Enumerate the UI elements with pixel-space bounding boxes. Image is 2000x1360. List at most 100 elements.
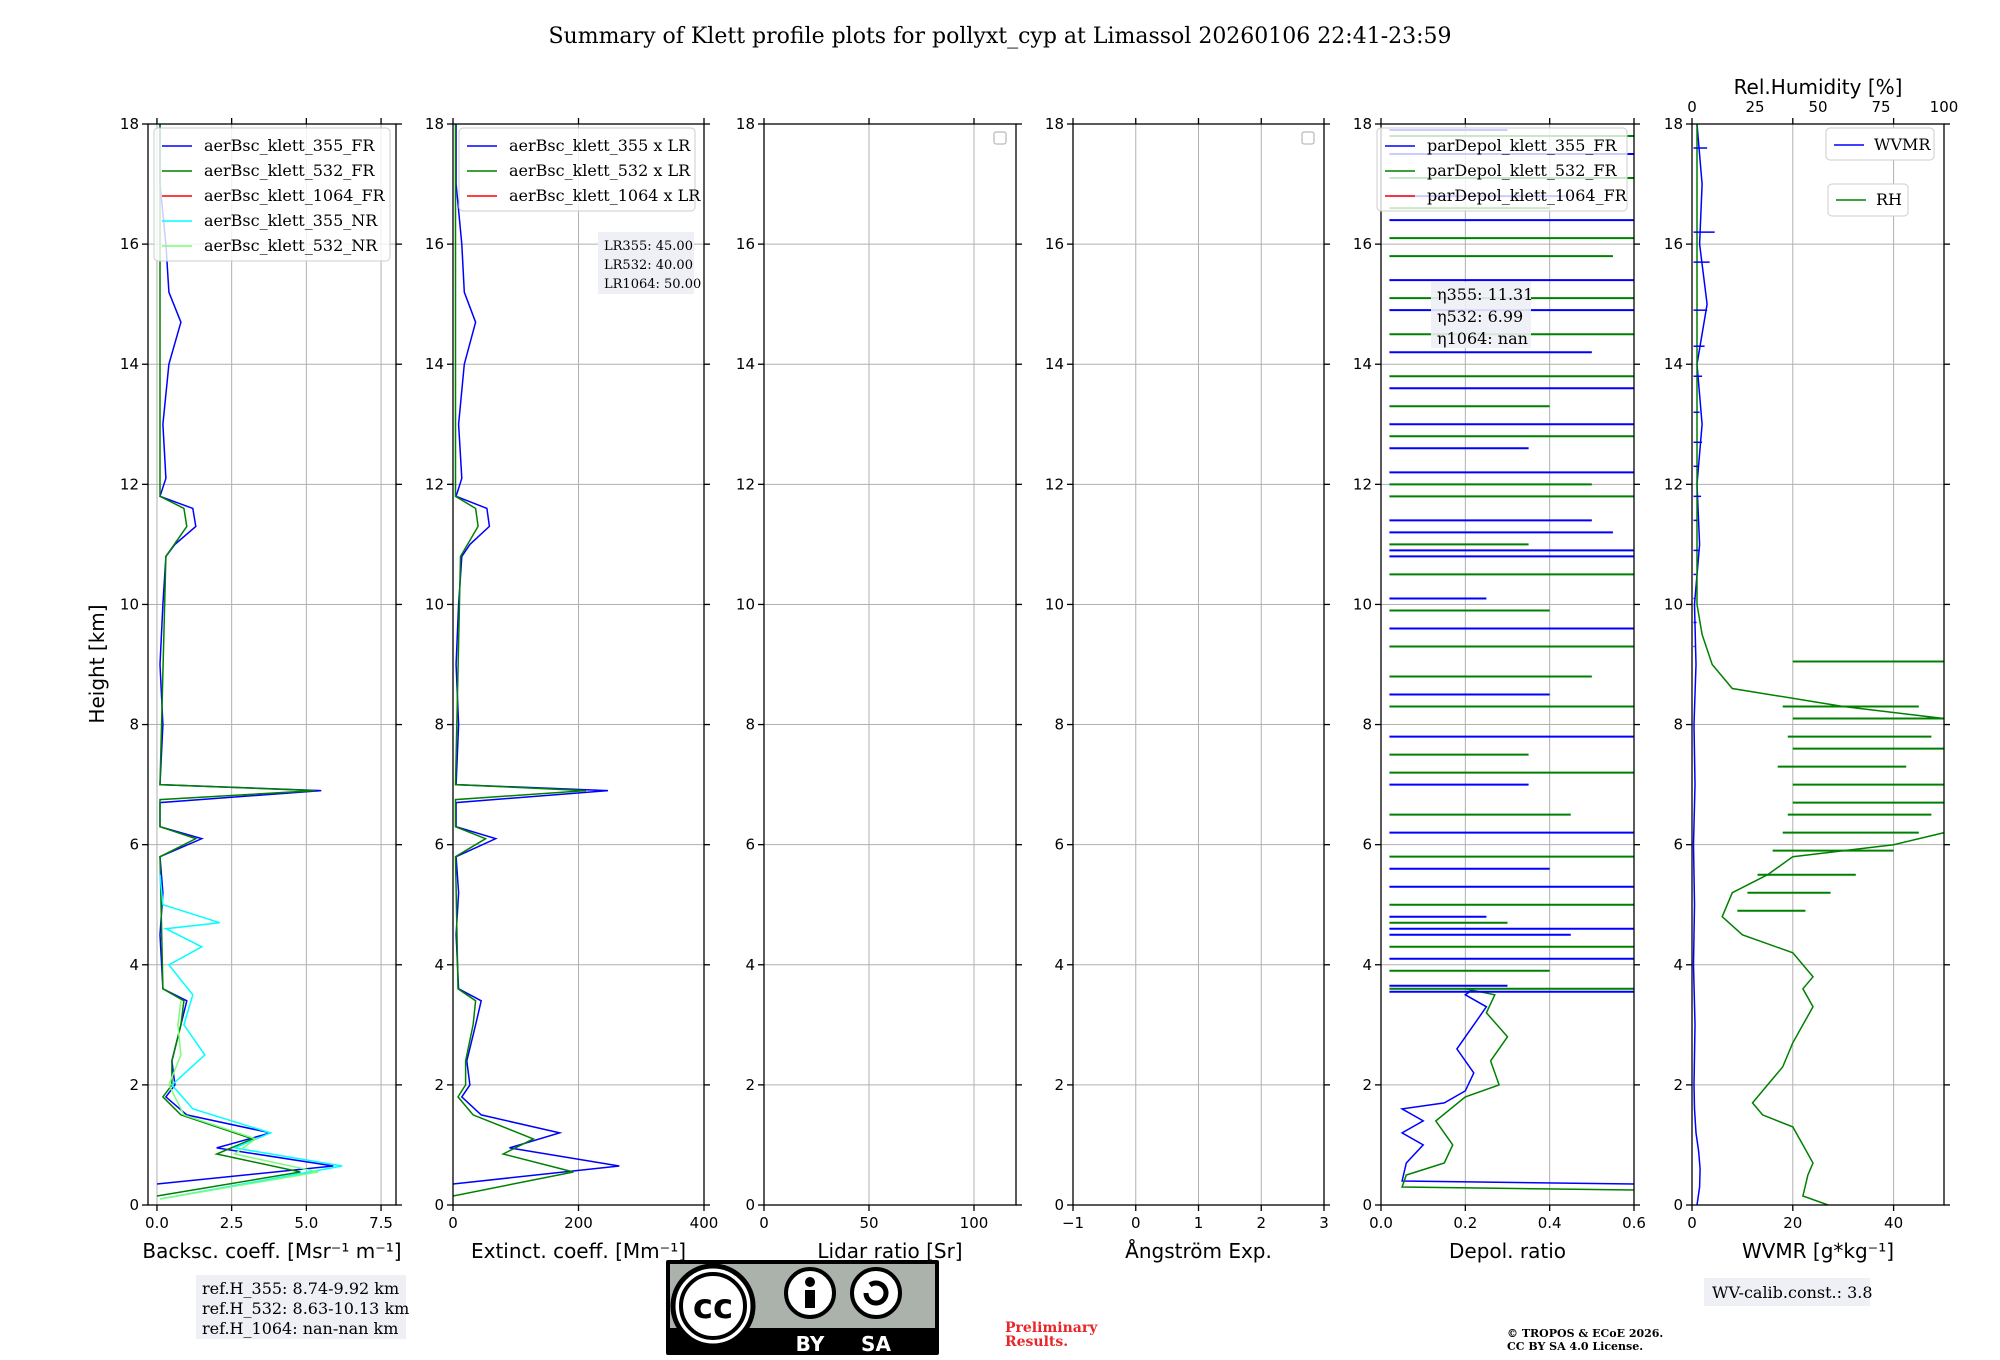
wv-calib-text: WV-calib.const.: 3.8 (1712, 1283, 1873, 1302)
x-tick-label: 200 (564, 1214, 593, 1232)
lidar-ratio-value: LR532: 40.00 (604, 258, 693, 273)
x-tick-label: 7.5 (369, 1214, 393, 1232)
cc-by-sa-icon: cc BY SA (666, 1260, 939, 1356)
legend: aerBsc_klett_355_FR aerBsc_klett_532_FRae… (153, 127, 391, 262)
y-tick-label: 2 (1362, 1076, 1372, 1094)
legend-box (153, 127, 391, 262)
preliminary-line-1: Preliminary (1005, 1320, 1098, 1336)
y-axis-label: Height [km] (85, 604, 109, 723)
legend-label: aerBsc_klett_1064_FR (204, 186, 386, 205)
y-tick-label: 4 (1362, 956, 1372, 974)
ref-height-1064: ref.H_1064: nan-nan km (202, 1319, 398, 1338)
series-group (453, 124, 620, 1197)
legend: WVMR RH (1825, 127, 1935, 217)
y-tick-label: 4 (1673, 956, 1683, 974)
x-tick-label: 0.4 (1538, 1214, 1562, 1232)
legend: aerBsc_klett_355 x LR aerBsc_klett_532 x … (458, 127, 701, 212)
y-tick-label: 6 (1362, 836, 1372, 854)
figure-title: Summary of Klett profile plots for polly… (548, 24, 1451, 49)
x-axis-label: Ångström Exp. (1125, 1239, 1272, 1263)
sa-label: SA (861, 1332, 891, 1356)
legend-label: RH (1876, 190, 1902, 209)
x-tick-label: 1 (1194, 1214, 1204, 1232)
x-tick-label: 5.0 (294, 1214, 318, 1232)
y-tick-label: 0 (129, 1196, 139, 1214)
eta-bg (1431, 282, 1531, 348)
legend-label: aerBsc_klett_1064 x LR (509, 186, 701, 205)
y-tick-label: 14 (425, 355, 444, 373)
legend-label: WVMR (1874, 135, 1931, 154)
x-tick-label: −1 (1062, 1214, 1084, 1232)
by-body (805, 1290, 815, 1308)
legend-box (1376, 127, 1628, 212)
ref-heights-bg (196, 1275, 406, 1339)
x-tick-label: 0.0 (145, 1214, 169, 1232)
y-tick-label: 8 (1673, 716, 1683, 734)
y-tick-label: 6 (1054, 836, 1064, 854)
x-tick-label: 3 (1319, 1214, 1329, 1232)
y-tick-label: 8 (1362, 716, 1372, 734)
y-tick-label: 16 (1045, 235, 1064, 253)
legend-label: aerBsc_klett_532 x LR (509, 161, 691, 180)
ref-height-532: ref.H_532: 8.63-10.13 km (202, 1299, 409, 1318)
y-tick-label: 2 (1673, 1076, 1683, 1094)
y-tick-label: 18 (1353, 115, 1372, 133)
eta-value: η355: 11.31 (1437, 285, 1533, 304)
y-tick-label: 10 (1045, 595, 1064, 613)
by-head (805, 1277, 815, 1287)
y-tick-label: 12 (1664, 475, 1683, 493)
by-label: BY (796, 1332, 825, 1356)
y-tick-label: 0 (1054, 1196, 1064, 1214)
series-line (156, 124, 316, 1197)
copyright-line-1: © TROPOS & ECoE 2026. (1507, 1327, 1663, 1340)
y-tick-label: 0 (1362, 1196, 1372, 1214)
legend-label: aerBsc_klett_355_FR (204, 136, 375, 155)
y-tick-label: 16 (1664, 235, 1683, 253)
y-tick-label: 16 (425, 235, 444, 253)
legend-label: parDepol_klett_355_FR (1427, 136, 1618, 155)
lidar-ratio-box: LR355: 45.00 LR532: 40.00 LR1064: 50.00 (598, 232, 701, 294)
top-tick-label: 100 (1930, 98, 1959, 116)
y-tick-label: 12 (1353, 475, 1372, 493)
axes-frame (1072, 123, 1325, 1206)
legend-label: aerBsc_klett_532_NR (204, 236, 378, 255)
wv-calib-box: WV-calib.const.: 3.8 (1704, 1278, 1873, 1306)
panel-backscatter: 0.0 2.5 5.0 7.5 0 2 4 6 8 10 12 14 16 18 Backsc. coeff… (85, 115, 402, 1263)
y-tick-label: 18 (1664, 115, 1683, 133)
x-tick-label: 2.5 (220, 1214, 244, 1232)
lidar-ratio-value: LR1064: 50.00 (604, 277, 701, 292)
y-tick-label: 0 (434, 1196, 444, 1214)
y-tick-label: 14 (736, 355, 755, 373)
top-tick-label: 25 (1745, 98, 1764, 116)
series-line (453, 124, 587, 1197)
x-tick-label: 0.6 (1622, 1214, 1646, 1232)
legend-box-wvmr (1825, 127, 1935, 161)
y-tick-label: 18 (736, 115, 755, 133)
y-tick-label: 14 (1045, 355, 1064, 373)
y-tick-label: 4 (1054, 956, 1064, 974)
x-tick-label: 20 (1783, 1214, 1802, 1232)
y-tick-label: 10 (1664, 595, 1683, 613)
y-tick-label: 8 (434, 716, 444, 734)
series-line (1399, 988, 1634, 1185)
axes-frame (1691, 123, 1945, 1206)
x-tick-label: 0 (448, 1214, 458, 1232)
axes-frame (147, 123, 397, 1206)
x-tick-label: 100 (960, 1214, 989, 1232)
y-tick-label: 6 (745, 836, 755, 854)
x-axis-label: Backsc. coeff. [Msr⁻¹ m⁻¹] (142, 1239, 401, 1263)
x-tick-label: 0 (1131, 1214, 1141, 1232)
series-line (159, 874, 343, 1200)
y-tick-label: 4 (129, 956, 139, 974)
y-tick-label: 0 (1673, 1196, 1683, 1214)
x-tick-label: 0.2 (1453, 1214, 1477, 1232)
y-tick-label: 12 (1045, 475, 1064, 493)
copyright-line-2: CC BY SA 4.0 License. (1507, 1340, 1643, 1353)
y-tick-label: 18 (120, 115, 139, 133)
y-tick-label: 14 (1664, 355, 1683, 373)
top-tick-label: 0 (1687, 98, 1697, 116)
eta-value: η1064: nan (1437, 329, 1528, 348)
y-tick-label: 6 (434, 836, 444, 854)
